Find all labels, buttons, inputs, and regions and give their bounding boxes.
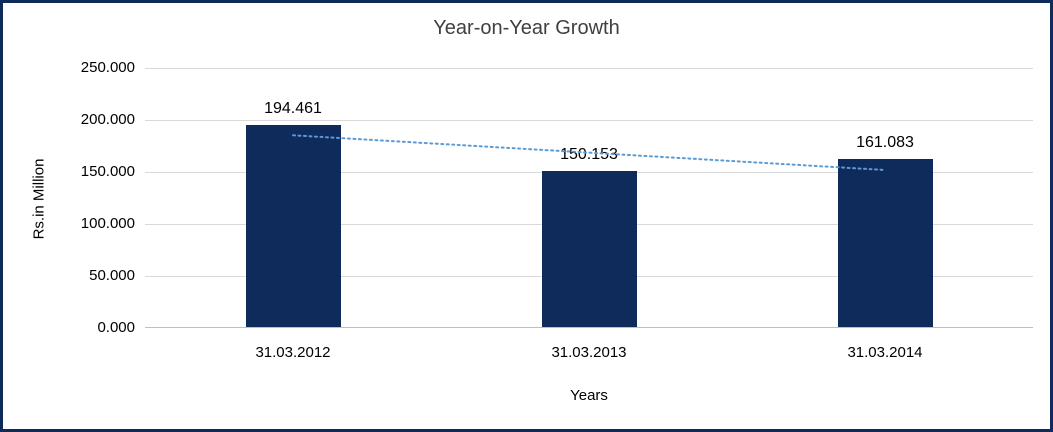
x-axis-title: Years <box>570 387 608 404</box>
data-label-2: 150.153 <box>560 145 618 163</box>
gridline <box>145 68 1033 69</box>
y-axis-tick-label: 200.000 <box>80 111 135 128</box>
x-axis-tick-label: 31.03.2014 <box>847 344 923 361</box>
bar-3 <box>837 159 933 327</box>
y-axis-tick-label: 0.000 <box>97 319 135 336</box>
plot-area: 194.461 150.153 161.083 <box>145 68 1033 328</box>
y-axis-tick-label: 250.000 <box>80 59 135 76</box>
data-label-3: 161.083 <box>856 134 914 152</box>
gridline <box>145 120 1033 121</box>
y-axis-tick-label: 150.000 <box>80 163 135 180</box>
data-label-1: 194.461 <box>264 99 322 117</box>
y-axis: 0.000 50.000 100.000 150.000 200.000 250.000 <box>53 59 135 336</box>
x-axis: 31.03.2012 31.03.2013 31.03.2014 <box>145 344 1033 364</box>
y-axis-tick-label: 50.000 <box>89 267 135 284</box>
y-axis-title: Rs.in Million <box>30 158 48 240</box>
x-axis-tick-label: 31.03.2012 <box>255 344 331 361</box>
y-axis-tick-label: 100.000 <box>80 215 135 232</box>
x-axis-tick-label: 31.03.2013 <box>551 344 627 361</box>
bar-2 <box>541 170 637 327</box>
bar-1 <box>245 124 341 327</box>
chart-title: Year-on-Year Growth <box>433 17 620 39</box>
